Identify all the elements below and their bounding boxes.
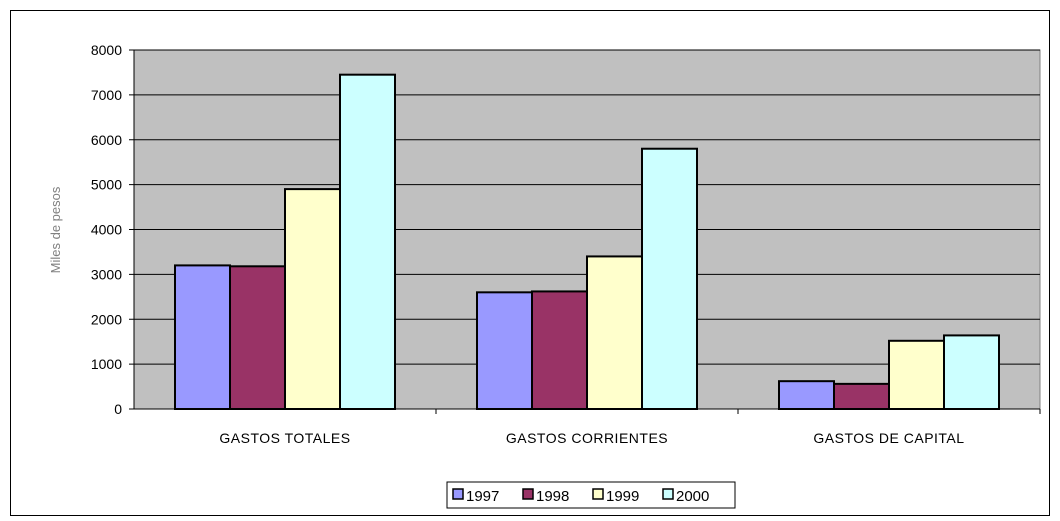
bar-1998-0 <box>229 265 286 410</box>
legend-label-1999: 1999 <box>606 488 639 505</box>
y-ticks: 0 1000 2000 3000 4000 5000 6000 7000 8000 <box>91 42 134 417</box>
x-tick-label: GASTOS DE CAPITAL <box>813 430 964 446</box>
legend-label-2000: 2000 <box>676 488 709 505</box>
bar-1999-2 <box>888 339 945 411</box>
y-tick-label: 1000 <box>91 356 122 372</box>
y-axis-label: Miles de pesos <box>48 186 63 273</box>
y-tick-label: 6000 <box>91 132 122 148</box>
legend-label-1998: 1998 <box>536 488 569 505</box>
legend-swatch-1997 <box>452 488 464 500</box>
bar-2000-2 <box>943 334 1000 410</box>
bar-2000-0 <box>339 73 396 411</box>
bar-1997-0 <box>174 264 231 410</box>
bar-1999-0 <box>284 188 341 410</box>
legend-swatch-1998 <box>522 488 534 500</box>
y-tick-label: 8000 <box>91 42 122 58</box>
legend-label-1997: 1997 <box>466 488 499 505</box>
x-ticks: GASTOS TOTALES GASTOS CORRIENTES GASTOS DE… <box>219 409 1041 446</box>
legend: 1997 1998 1999 2000 <box>446 481 736 509</box>
bar-2000-1 <box>641 147 698 410</box>
bar-1999-1 <box>586 255 643 410</box>
x-tick-label: GASTOS TOTALES <box>219 430 350 446</box>
x-tick-label: GASTOS CORRIENTES <box>506 430 668 446</box>
y-tick-label: 7000 <box>91 87 122 103</box>
legend-box <box>446 481 736 509</box>
bars <box>174 73 1000 411</box>
bar-1997-1 <box>476 291 533 411</box>
y-tick-label: 5000 <box>91 177 122 193</box>
legend-swatch-2000 <box>662 488 674 500</box>
bar-1998-2 <box>833 382 890 410</box>
y-tick-label: 4000 <box>91 222 122 238</box>
y-tick-label: 2000 <box>91 311 122 327</box>
legend-swatch-1999 <box>592 488 604 500</box>
y-tick-label: 3000 <box>91 266 122 282</box>
bar-1997-2 <box>778 380 835 410</box>
bar-1998-1 <box>531 290 588 410</box>
y-tick-label: 0 <box>114 401 122 417</box>
